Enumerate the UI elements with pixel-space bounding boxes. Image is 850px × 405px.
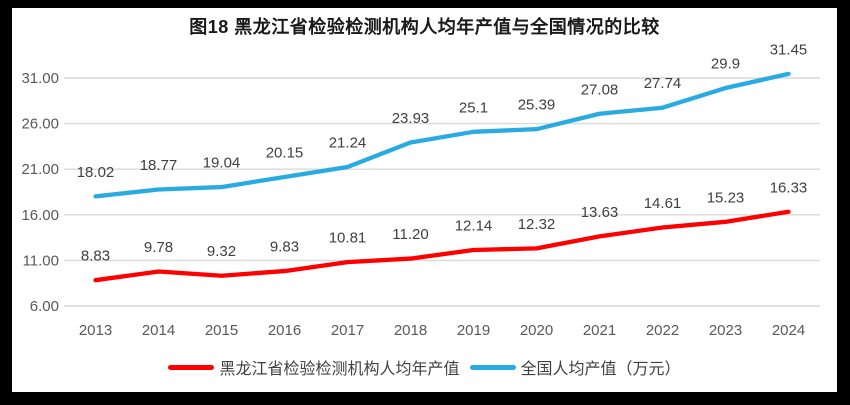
data-label: 27.74 xyxy=(644,75,682,92)
data-label: 27.08 xyxy=(581,81,619,98)
chart-frame: 图18 黑龙江省检验检测机构人均年产值与全国情况的比较 6.00 11.00 16.… xyxy=(12,8,837,392)
x-tick-label: 2021 xyxy=(583,322,616,339)
data-label: 18.77 xyxy=(140,157,178,174)
data-label: 11.20 xyxy=(392,226,428,243)
data-label: 29.9 xyxy=(711,56,740,73)
legend-line-red-icon xyxy=(168,364,215,370)
data-label: 9.32 xyxy=(207,243,236,260)
y-tick-label: 11.00 xyxy=(23,252,59,269)
data-label: 20.15 xyxy=(266,144,304,161)
chart-title: 图18 黑龙江省检验检测机构人均年产值与全国情况的比较 xyxy=(189,17,660,37)
data-label: 9.78 xyxy=(144,239,173,256)
x-tick-label: 2016 xyxy=(268,322,301,339)
data-label: 10.81 xyxy=(329,230,367,247)
data-label: 12.14 xyxy=(455,218,493,235)
series-line-1 xyxy=(93,71,791,199)
y-tick-label: 26.00 xyxy=(21,116,59,133)
data-label: 25.39 xyxy=(518,97,556,114)
data-label: 19.04 xyxy=(203,155,241,172)
data-label: 14.61 xyxy=(644,195,682,212)
x-tick-label: 2019 xyxy=(457,322,490,339)
x-tick-label: 2017 xyxy=(331,322,364,339)
data-label: 21.24 xyxy=(329,135,367,152)
data-label: 13.63 xyxy=(581,204,619,221)
legend: 黑龙江省检验检测机构人均年产值 全国人均产值（万元） xyxy=(12,355,837,379)
legend-item-national: 全国人均产值（万元） xyxy=(469,355,681,379)
legend-line-blue-icon xyxy=(469,364,516,370)
y-tick-label: 31.00 xyxy=(21,70,59,87)
x-tick-label: 2024 xyxy=(772,322,805,339)
data-label: 12.32 xyxy=(518,216,556,233)
y-tick-label: 16.00 xyxy=(21,207,59,224)
legend-item-heilongjiang: 黑龙江省检验检测机构人均年产值 xyxy=(168,355,460,379)
data-label: 25.1 xyxy=(459,99,488,116)
x-tick-label: 2020 xyxy=(520,322,553,339)
y-tick-label: 6.00 xyxy=(30,298,59,315)
data-label: 16.33 xyxy=(770,179,808,196)
legend-label-heilongjiang: 黑龙江省检验检测机构人均年产值 xyxy=(219,361,460,378)
x-tick-label: 2023 xyxy=(709,322,742,339)
x-tick-label: 2018 xyxy=(394,322,427,339)
data-label: 18.02 xyxy=(77,164,115,181)
legend-label-national: 全国人均产值（万元） xyxy=(520,361,681,378)
data-label: 15.23 xyxy=(707,189,745,206)
x-tick-label: 2014 xyxy=(142,322,175,339)
series-line-0 xyxy=(93,209,791,283)
y-tick-label: 21.00 xyxy=(21,161,59,178)
data-label: 31.45 xyxy=(770,41,808,58)
x-tick-label: 2013 xyxy=(79,322,112,339)
x-tick-label: 2015 xyxy=(205,322,238,339)
x-tick-label: 2022 xyxy=(646,322,679,339)
chart-svg: 6.00 11.00 16.00 21.00 26.00 31.00 2013 2014 201… xyxy=(21,41,820,339)
data-label: 23.93 xyxy=(392,110,430,127)
data-label: 8.83 xyxy=(81,248,110,265)
data-label: 9.83 xyxy=(270,239,299,256)
